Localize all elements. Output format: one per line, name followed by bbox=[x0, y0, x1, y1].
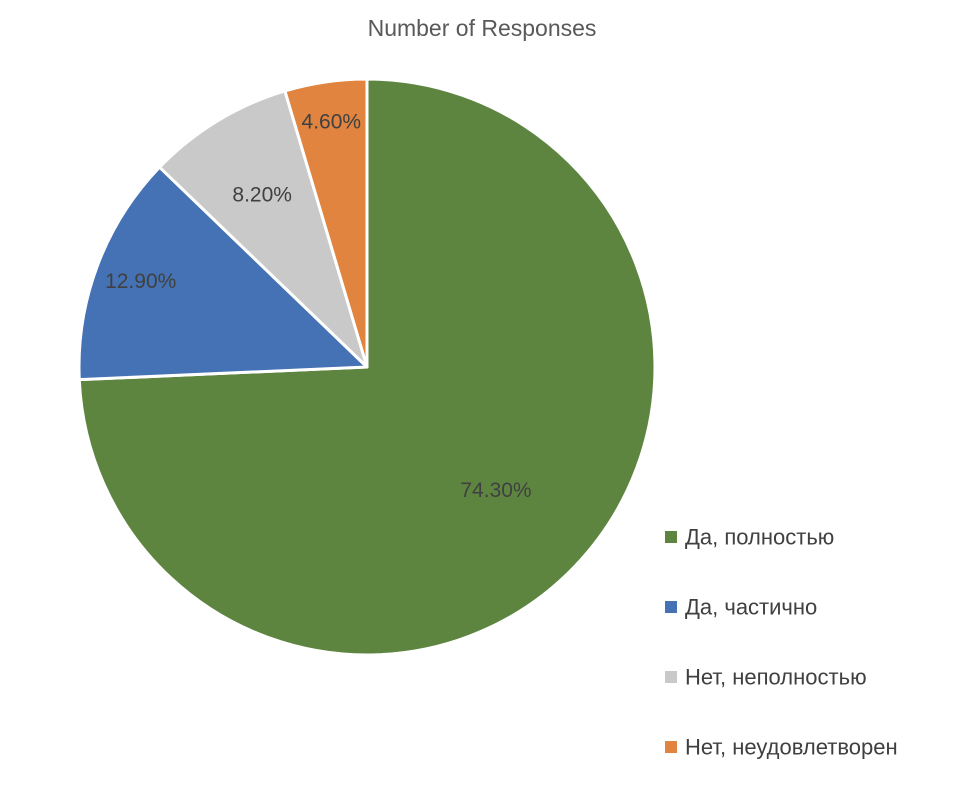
data-label-4: 4.60% bbox=[302, 110, 362, 133]
legend-label-4: Нет, неудовлетворен bbox=[685, 735, 898, 760]
chart-title: Number of Responses bbox=[368, 15, 597, 41]
pie-slices bbox=[77, 77, 657, 657]
data-label-2: 12.90% bbox=[105, 270, 176, 293]
pie-slice-4 bbox=[283, 77, 369, 369]
legend-swatch-4 bbox=[665, 741, 677, 753]
legend-label-1: Да, полностью bbox=[685, 525, 834, 550]
pie-slice-3 bbox=[158, 89, 369, 369]
legend: Да, полностью Да, частично Нет, неполность… bbox=[665, 525, 898, 760]
legend-swatch-2 bbox=[665, 601, 677, 613]
pie-slice-2 bbox=[77, 165, 369, 382]
pie-data-labels: 74.30% 12.90% 8.20% 4.60% bbox=[105, 110, 532, 502]
legend-label-3: Нет, неполностью bbox=[685, 665, 867, 690]
legend-label-2: Да, частично bbox=[685, 595, 817, 620]
data-label-1: 74.30% bbox=[460, 479, 531, 502]
legend-swatch-1 bbox=[665, 531, 677, 543]
legend-swatch-3 bbox=[665, 671, 677, 683]
data-label-3: 8.20% bbox=[232, 183, 292, 206]
